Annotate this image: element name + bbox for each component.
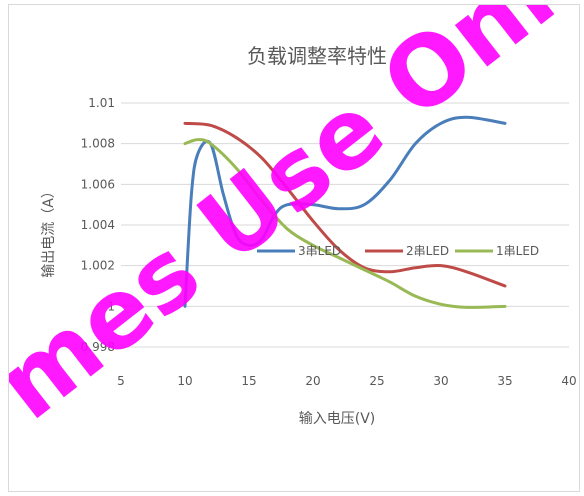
x-axis-ticks: 5 10 15 20 25 30 35 40 [117,374,576,388]
legend-label: 3串LED [298,244,341,258]
x-tick-label: 35 [497,374,512,388]
x-tick-label: 40 [561,374,576,388]
line-chart: 负载调整率特性 0.998 1 1.002 1.004 1.006 1.008 1.01 5… [9,5,577,441]
chart-title: 负载调整率特性 [247,44,387,68]
legend: 3串LED 2串LED 1串LED [257,244,539,258]
series-line-3 [183,138,507,309]
chart-frame: 负载调整率特性 0.998 1 1.002 1.004 1.006 1.008 1.01 5… [8,4,580,492]
series-layer [183,115,507,309]
legend-label: 1串LED [496,244,539,258]
x-tick-label: 10 [177,374,192,388]
x-axis-title: 输入电压(V) [299,411,376,427]
x-tick-label: 30 [433,374,448,388]
y-axis-title: 输出电流（A） [41,184,57,278]
y-tick-label: 1 [107,299,115,313]
y-tick-label: 1.006 [81,177,115,191]
legend-label: 2串LED [406,244,449,258]
y-tick-label: 1.002 [81,259,115,273]
x-tick-label: 15 [241,374,256,388]
y-tick-label: 1.01 [88,96,115,110]
x-tick-label: 20 [305,374,320,388]
x-tick-label: 25 [369,374,384,388]
y-tick-label: 1.008 [81,137,115,151]
x-tick-label: 5 [117,374,125,388]
gridlines [121,102,569,348]
y-axis-ticks: 0.998 1 1.002 1.004 1.006 1.008 1.01 [81,96,115,354]
y-tick-label: 1.004 [81,218,115,232]
y-tick-label: 0.998 [81,340,115,354]
series-line-2 [183,121,507,288]
